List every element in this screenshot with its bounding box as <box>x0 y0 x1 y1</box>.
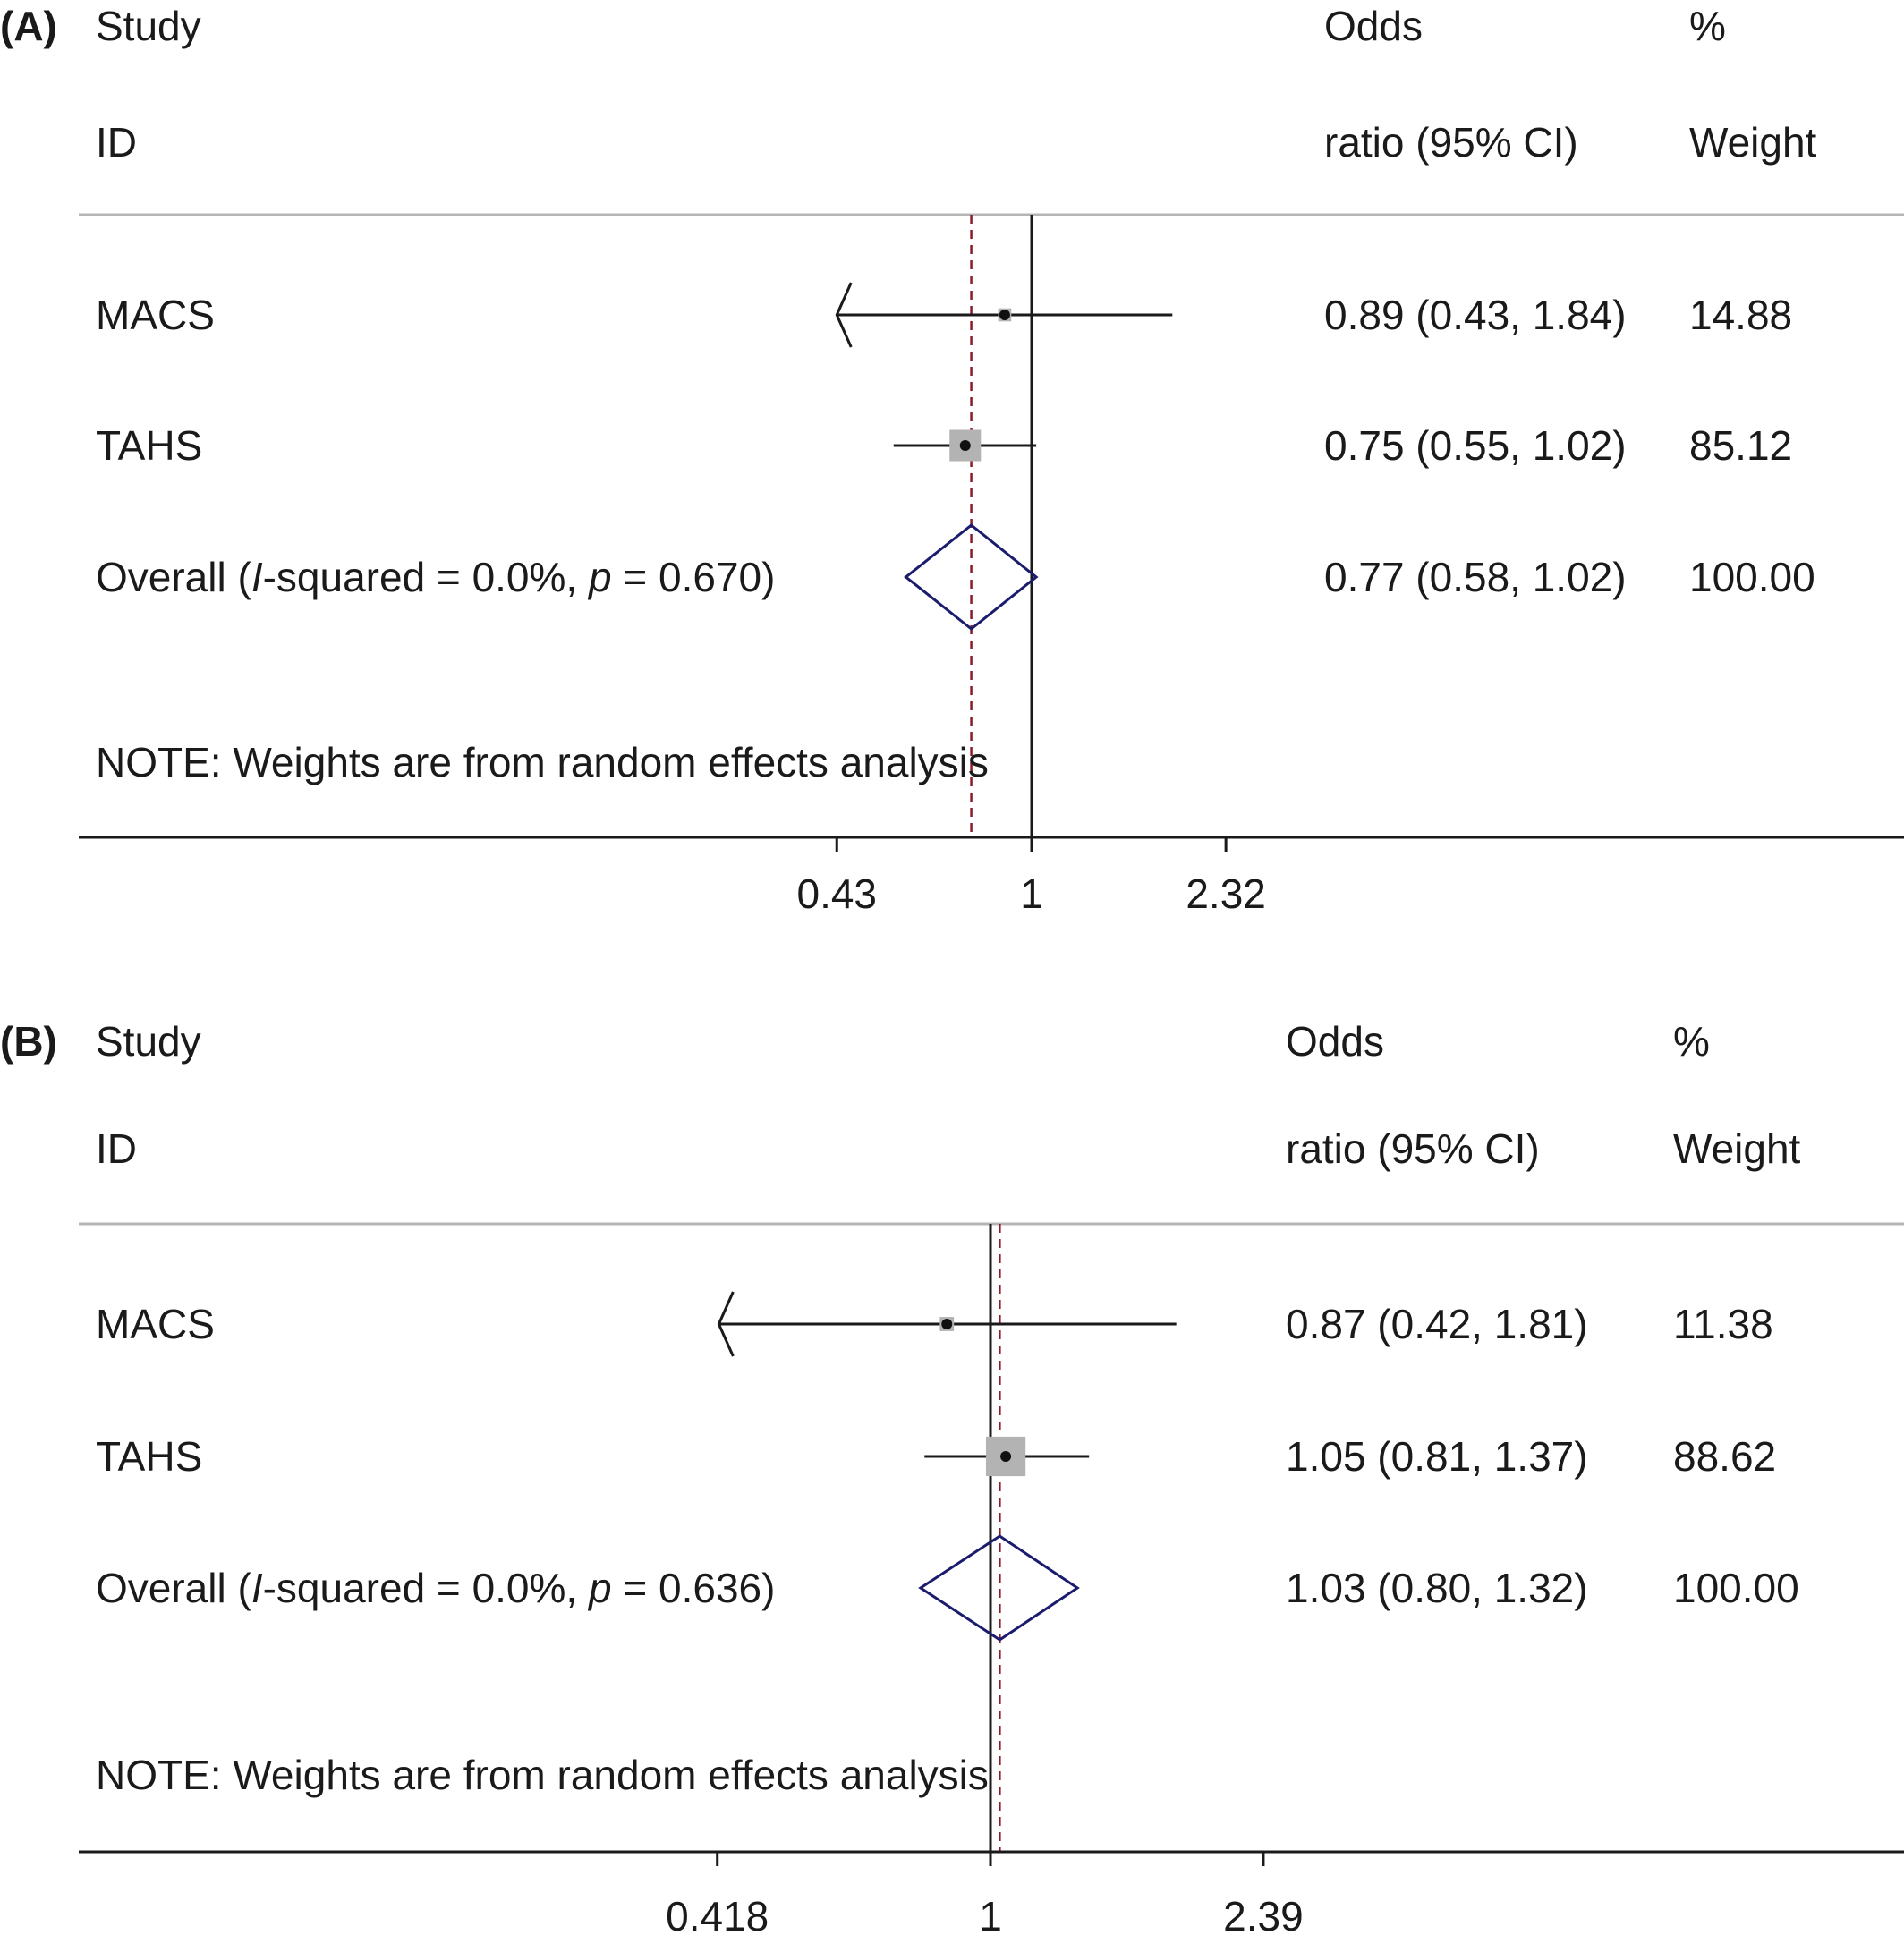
odds-header: Odds <box>1286 1018 1384 1065</box>
study-label: MACS <box>96 1301 215 1347</box>
odds-ratio-value: 1.05 (0.81, 1.37) <box>1286 1433 1588 1480</box>
note-text: NOTE: Weights are from random effects an… <box>96 739 989 785</box>
overall-diamond <box>904 523 1039 631</box>
forest-panel-a: (A) Study ID Odds ratio (95% CI)% Weight MACS 0… <box>0 3 1904 917</box>
overall-label-i: I <box>251 554 263 600</box>
id-header: ID <box>96 1125 137 1172</box>
point-estimate <box>999 310 1010 320</box>
study-header: Study <box>96 1018 201 1065</box>
x-tick-label: 2.39 <box>1223 1893 1304 1940</box>
x-tick-label: 0.43 <box>796 870 877 917</box>
odds-ratio-value: 0.75 (0.55, 1.02) <box>1324 422 1627 469</box>
weight-value: 11.38 <box>1673 1301 1773 1347</box>
ci-clip-arrow <box>717 1291 735 1357</box>
overall-odds-ratio-value: 0.77 (0.58, 1.02) <box>1324 554 1627 600</box>
study-label: MACS <box>96 292 215 338</box>
overall-label-p: p <box>587 554 612 600</box>
study-label: TAHS <box>96 1433 202 1480</box>
forest-panel-b: (B) Study ID Odds ratio (95% CI)% Weight MACS 0… <box>0 1018 1904 1940</box>
odds-ratio-value: 0.87 (0.42, 1.81) <box>1286 1301 1588 1347</box>
study-header: Study <box>96 3 201 49</box>
overall-label-suffix: = 0.670) <box>612 554 776 600</box>
x-tick-label: 1 <box>979 1893 1002 1940</box>
weight-value: 85.12 <box>1689 422 1792 469</box>
weight-header: Weight <box>1673 1125 1801 1172</box>
study-label: TAHS <box>96 422 202 469</box>
overall-label-p: p <box>587 1565 612 1611</box>
ci-clip-arrow <box>835 282 853 348</box>
panel-label: (B) <box>0 1018 57 1065</box>
ratio-ci-header: ratio (95% CI) <box>1286 1125 1540 1172</box>
overall-weight-value: 100.00 <box>1673 1565 1799 1611</box>
overall-weight-value: 100.00 <box>1689 554 1815 600</box>
x-tick-label: 0.418 <box>666 1893 769 1940</box>
overall-label-mid: -squared = 0.0%, <box>263 554 589 600</box>
x-tick-label: 1 <box>1020 870 1043 917</box>
note-text: NOTE: Weights are from random effects an… <box>96 1752 989 1798</box>
overall-label-prefix: Overall ( <box>96 554 251 600</box>
percent-header: % <box>1689 3 1726 49</box>
panel-label: (A) <box>0 3 57 49</box>
overall-label-suffix: = 0.636) <box>612 1565 776 1611</box>
overall-label: Overall (I-squared = 0.0%, p = 0.670) <box>96 554 775 600</box>
overall-odds-ratio-value: 1.03 (0.80, 1.32) <box>1286 1565 1588 1611</box>
odds-header: Odds <box>1324 3 1423 49</box>
x-tick-label: 2.32 <box>1186 870 1266 917</box>
point-estimate <box>1000 1451 1012 1462</box>
id-header: ID <box>96 119 137 166</box>
point-estimate <box>959 440 971 451</box>
percent-header: % <box>1673 1018 1710 1065</box>
weight-header: Weight <box>1689 119 1817 166</box>
odds-ratio-value: 0.89 (0.43, 1.84) <box>1324 292 1627 338</box>
overall-label-prefix: Overall ( <box>96 1565 251 1611</box>
overall-diamond <box>918 1534 1080 1642</box>
weight-value: 14.88 <box>1689 292 1792 338</box>
ratio-ci-header: ratio (95% CI) <box>1324 119 1578 166</box>
overall-label: Overall (I-squared = 0.0%, p = 0.636) <box>96 1565 775 1611</box>
overall-label-mid: -squared = 0.0%, <box>263 1565 589 1611</box>
point-estimate <box>941 1319 953 1329</box>
overall-label-i: I <box>251 1565 263 1611</box>
weight-value: 88.62 <box>1673 1433 1776 1480</box>
